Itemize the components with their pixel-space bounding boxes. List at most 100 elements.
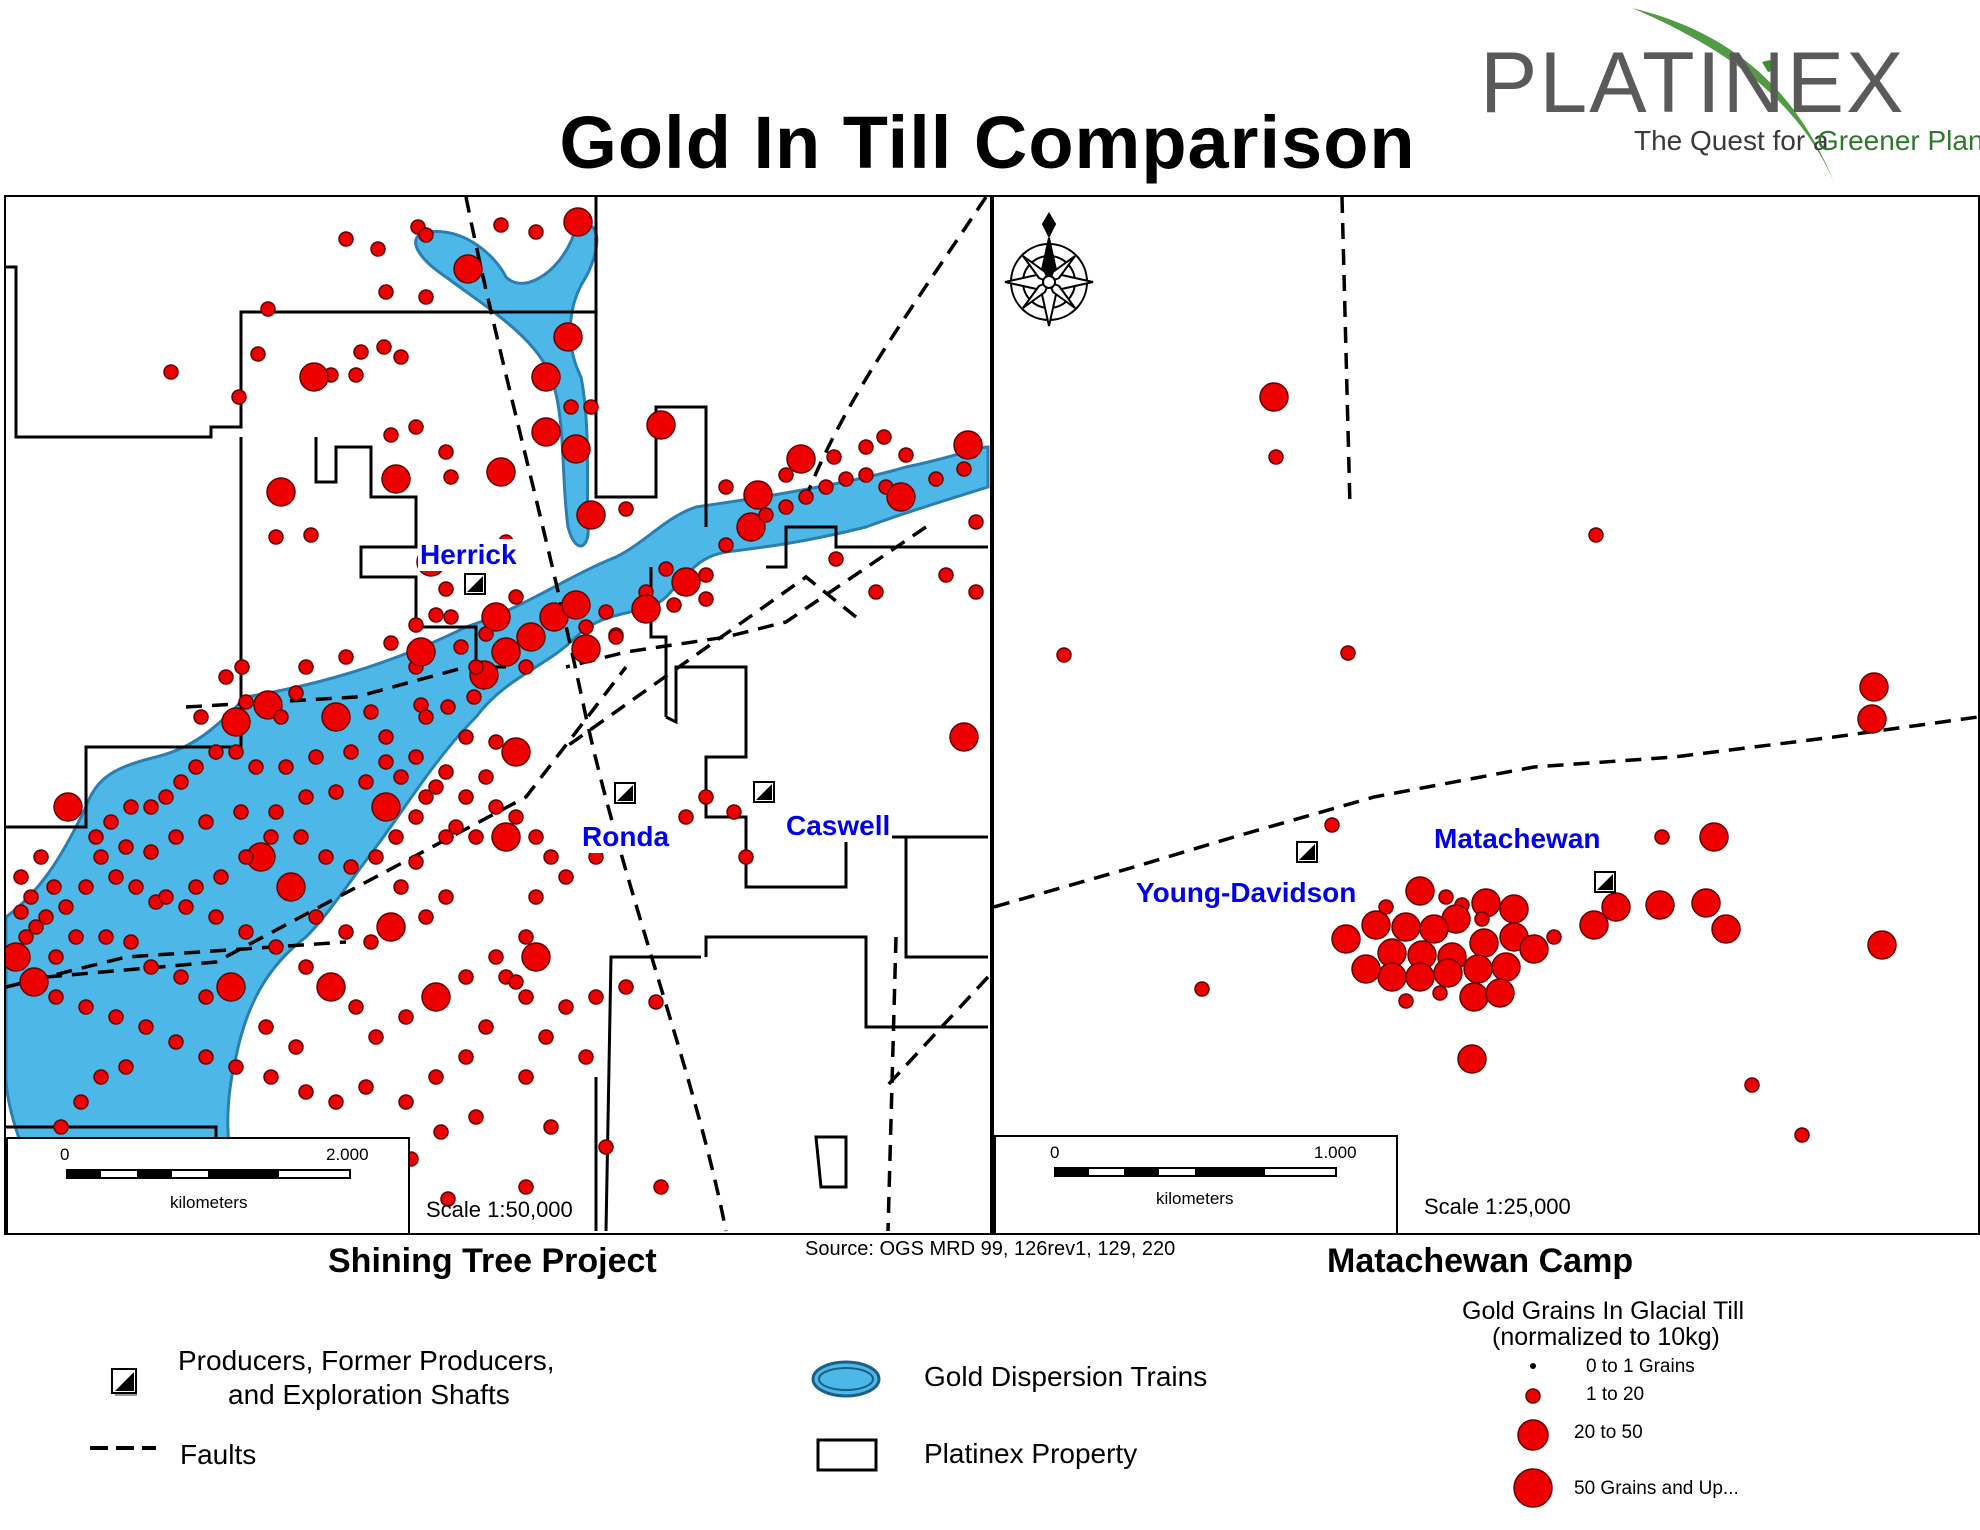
till-sample-point <box>440 1191 456 1207</box>
till-sample-point <box>488 734 504 750</box>
legend-grain-class-2: 20 to 50 <box>1574 1422 1643 1443</box>
compass-rose-icon <box>1004 212 1094 327</box>
till-sample-point <box>276 872 306 902</box>
till-sample-point <box>618 501 634 517</box>
shaft-icon-caswell <box>753 781 775 803</box>
till-sample-point <box>818 479 834 495</box>
till-sample-point <box>598 604 614 620</box>
till-sample-point <box>1433 958 1463 988</box>
legend-dispersion-icon <box>811 1360 881 1398</box>
till-sample-point <box>328 1094 344 1110</box>
till-sample-point <box>268 529 284 545</box>
grain-symbol-3 <box>1513 1468 1553 1508</box>
till-sample-point <box>1491 952 1521 982</box>
till-sample-point <box>19 967 49 997</box>
till-sample-point <box>418 227 434 243</box>
till-sample-point <box>736 512 766 542</box>
till-sample-point <box>1691 888 1721 918</box>
till-sample-point <box>491 822 521 852</box>
legend-property: Platinex Property <box>924 1438 1138 1469</box>
till-sample-point <box>1463 954 1493 984</box>
till-sample-point <box>308 749 324 765</box>
till-sample-point <box>78 999 94 1015</box>
shaft-icon-matachewan <box>1594 871 1616 893</box>
till-sample-point <box>478 769 494 785</box>
till-sample-point <box>381 464 411 494</box>
till-sample-point <box>408 617 424 633</box>
till-sample-point <box>173 774 189 790</box>
till-sample-point <box>338 649 354 665</box>
legend-dispersion: Gold Dispersion Trains <box>924 1361 1208 1392</box>
till-sample-point <box>491 637 521 667</box>
till-sample-point <box>583 399 599 415</box>
till-sample-point <box>263 829 279 845</box>
till-sample-point <box>438 581 454 597</box>
legend-grain-class-1: 1 to 20 <box>1586 1384 1645 1405</box>
till-sample-point <box>531 417 561 447</box>
till-sample-point <box>53 1119 69 1135</box>
till-sample-point <box>168 829 184 845</box>
till-sample-point <box>1654 829 1670 845</box>
till-sample-point <box>726 804 742 820</box>
till-sample-point <box>318 849 334 865</box>
till-sample-point <box>468 659 484 675</box>
till-sample-point <box>428 779 444 795</box>
till-sample-point <box>1268 449 1284 465</box>
till-sample-point <box>428 607 444 623</box>
till-sample-point <box>303 527 319 543</box>
scalebar-end: 1.000 <box>1314 1143 1357 1162</box>
shaft-icon-herrick <box>464 573 486 595</box>
till-sample-point <box>1744 1077 1760 1093</box>
till-sample-point <box>383 427 399 443</box>
shining-tree-map: Herrick Ronda Caswell 0 2.000 kilometers… <box>4 195 992 1235</box>
till-sample-point <box>671 567 701 597</box>
till-sample-point <box>486 457 516 487</box>
till-sample-point <box>46 879 62 895</box>
till-sample-point <box>543 849 559 865</box>
till-sample-point <box>1459 982 1489 1012</box>
till-sample-point <box>48 949 64 965</box>
till-sample-point <box>1469 928 1499 958</box>
till-sample-point <box>1485 978 1515 1008</box>
till-sample-point <box>1857 704 1887 734</box>
legend-property-icon <box>816 1438 878 1472</box>
till-sample-point <box>928 471 944 487</box>
till-sample-point <box>278 759 294 775</box>
till-sample-point <box>1391 912 1421 942</box>
till-sample-point <box>488 949 504 965</box>
till-sample-point <box>288 685 304 701</box>
till-sample-point <box>293 829 309 845</box>
till-sample-point <box>1259 382 1289 412</box>
till-sample-point <box>123 934 139 950</box>
till-sample-point <box>258 1019 274 1035</box>
till-sample-point <box>13 904 29 920</box>
till-sample-point <box>598 1139 614 1155</box>
till-sample-point <box>588 989 604 1005</box>
till-sample-point <box>188 759 204 775</box>
till-sample-point <box>218 669 234 685</box>
till-sample-point <box>578 619 594 635</box>
till-sample-point <box>298 659 314 675</box>
till-sample-point <box>618 979 634 995</box>
till-sample-point <box>348 999 364 1015</box>
till-sample-point <box>1588 527 1604 543</box>
till-sample-point <box>658 561 674 577</box>
till-sample-point <box>543 1119 559 1135</box>
till-sample-point <box>343 859 359 875</box>
till-sample-point <box>718 537 734 553</box>
till-sample-point <box>53 792 83 822</box>
till-sample-point <box>553 322 583 352</box>
legend-fault-icon <box>90 1446 156 1450</box>
till-sample-point <box>458 789 474 805</box>
till-sample-point <box>308 909 324 925</box>
till-sample-point <box>268 804 284 820</box>
till-sample-point <box>58 899 74 915</box>
till-sample-point <box>48 989 64 1005</box>
till-sample-point <box>1699 822 1729 852</box>
till-sample-point <box>898 447 914 463</box>
till-sample-point <box>968 584 984 600</box>
till-sample-point <box>250 346 266 362</box>
till-sample-point <box>93 1069 109 1085</box>
till-sample-point <box>28 919 44 935</box>
till-sample-point <box>646 410 676 440</box>
